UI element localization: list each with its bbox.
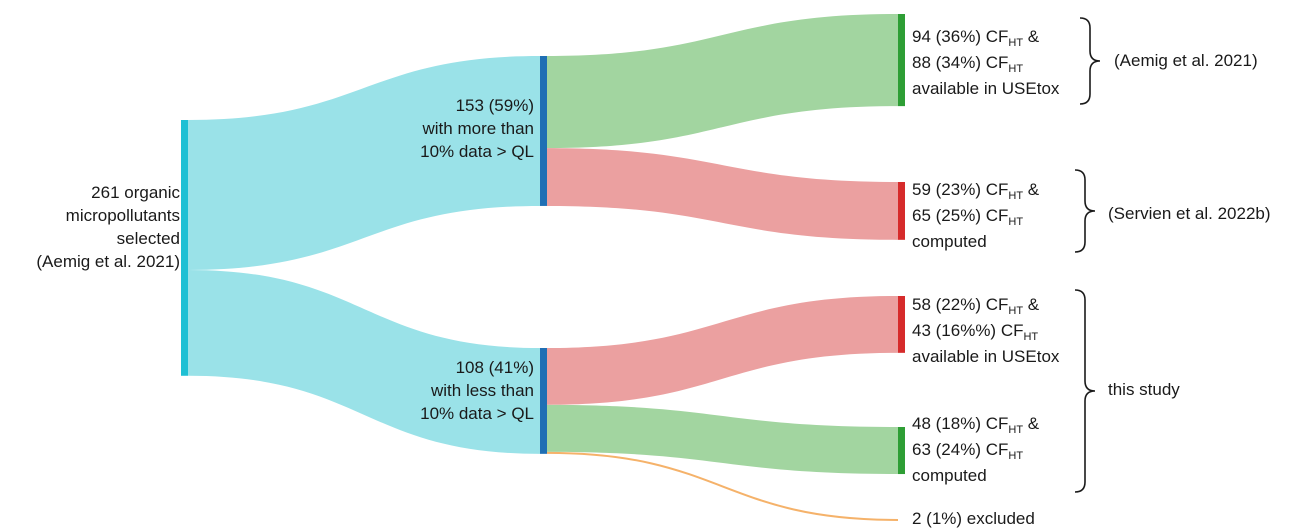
avail-more-line2-sub: HT xyxy=(1008,63,1024,75)
source-label-line-3: selected xyxy=(116,229,180,248)
less-label-line-2: with less than xyxy=(431,381,534,400)
comp-less-line2-sub: HT xyxy=(1008,450,1024,462)
nodes-layer xyxy=(181,14,905,475)
avail-less-line2-sub: HT xyxy=(1023,331,1039,343)
excluded-label: 2 (1%) excluded xyxy=(912,507,1035,530)
link-source-to-less xyxy=(188,269,540,454)
brace-servien xyxy=(1074,169,1096,253)
excluded-label-text: 2 (1%) excluded xyxy=(912,509,1035,528)
brace-aemig xyxy=(1079,17,1101,105)
more-label-line-1: 153 (59%) xyxy=(455,96,534,115)
link-more-to-comp_more xyxy=(547,148,898,240)
comp-less-line1-sub: HT xyxy=(1008,424,1024,436)
avail-less-line1-sub: HT xyxy=(1008,305,1024,317)
comp-less-line1-text: 48 (18%) CF xyxy=(912,414,1009,433)
source-label-line-1: 261 organic xyxy=(91,183,180,202)
avail-less-line1-post: & xyxy=(1023,295,1040,314)
avail-more-line2-text: 88 (34%) CF xyxy=(912,53,1009,72)
source-node-label: 261 organic micropollutants selected (Ae… xyxy=(4,181,180,273)
links-layer xyxy=(188,14,899,521)
avail-more-line1-sub: HT xyxy=(1008,37,1024,49)
source-label-line-2: micropollutants xyxy=(65,206,180,225)
node-avail-more xyxy=(898,14,905,107)
comp-less-line2-text: 63 (24%) CF xyxy=(912,440,1009,459)
node-less xyxy=(540,348,547,454)
less-node-label: 108 (41%) with less than 10% data > QL xyxy=(400,356,534,425)
more-node-label: 153 (59%) with more than 10% data > QL xyxy=(400,94,534,163)
node-avail-less xyxy=(898,296,905,353)
link-more-to-avail_more xyxy=(547,14,898,149)
brace-label-this-study: this study xyxy=(1108,380,1180,399)
avail-less-line3: available in USEtox xyxy=(912,347,1060,366)
comp-more-line3: computed xyxy=(912,232,987,251)
comp-less-line3: computed xyxy=(912,466,987,485)
link-less-to-avail_less xyxy=(547,296,898,405)
avail-more-line3: available in USEtox xyxy=(912,79,1060,98)
comp-more-line2-text: 65 (25%) CF xyxy=(912,206,1009,225)
node-more xyxy=(540,56,547,206)
comp-more-label: 59 (23%) CFHT & 65 (25%) CFHT computed xyxy=(912,178,1039,253)
braces-layer xyxy=(1074,17,1101,493)
avail-less-line2-text: 43 (16%%) CF xyxy=(912,321,1024,340)
source-label-line-4: (Aemig et al. 2021) xyxy=(36,252,180,271)
avail-less-label: 58 (22%) CFHT & 43 (16%%) CFHT available… xyxy=(912,293,1059,368)
comp-less-label: 48 (18%) CFHT & 63 (24%) CFHT computed xyxy=(912,412,1039,487)
link-source-to-more xyxy=(188,56,540,270)
node-source xyxy=(181,120,188,376)
brace-label-aemig: (Aemig et al. 2021) xyxy=(1114,51,1258,70)
comp-more-line1-post: & xyxy=(1023,180,1040,199)
node-comp-less xyxy=(898,427,905,475)
comp-more-line1-sub: HT xyxy=(1008,190,1024,202)
avail-less-line1-text: 58 (22%) CF xyxy=(912,295,1009,314)
comp-more-line1-text: 59 (23%) CF xyxy=(912,180,1009,199)
avail-more-line1-post: & xyxy=(1023,27,1040,46)
brace-label-servien: (Servien et al. 2022b) xyxy=(1108,204,1271,223)
comp-more-line2-sub: HT xyxy=(1008,216,1024,228)
less-label-line-3: 10% data > QL xyxy=(420,404,534,423)
avail-more-line1-text: 94 (36%) CF xyxy=(912,27,1009,46)
link-less-to-excluded xyxy=(546,451,899,521)
link-less-to-comp_less xyxy=(547,404,898,475)
brace-this-study xyxy=(1074,289,1096,493)
avail-more-label: 94 (36%) CFHT & 88 (34%) CFHT available … xyxy=(912,25,1059,100)
comp-less-line1-post: & xyxy=(1023,414,1040,433)
more-label-line-2: with more than xyxy=(422,119,535,138)
node-comp-more xyxy=(898,182,905,240)
more-label-line-3: 10% data > QL xyxy=(420,142,534,161)
less-label-line-1: 108 (41%) xyxy=(455,358,534,377)
